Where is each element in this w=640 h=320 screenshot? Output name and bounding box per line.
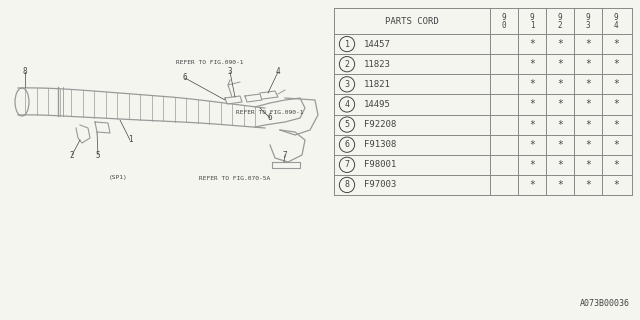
Text: *: *: [557, 79, 563, 89]
Text: 1: 1: [128, 135, 132, 145]
Text: F91308: F91308: [364, 140, 396, 149]
Text: 2: 2: [70, 150, 74, 159]
Text: *: *: [557, 39, 563, 49]
Text: REFER TO FIG.090-1: REFER TO FIG.090-1: [236, 109, 304, 115]
Text: *: *: [613, 160, 619, 170]
Text: 7: 7: [283, 150, 287, 159]
Text: REFER TO FIG.090-1: REFER TO FIG.090-1: [176, 60, 244, 65]
Text: *: *: [613, 79, 619, 89]
Text: 7: 7: [344, 160, 349, 169]
Text: *: *: [613, 140, 619, 150]
Text: *: *: [529, 59, 535, 69]
Text: F92208: F92208: [364, 120, 396, 129]
Text: 2: 2: [344, 60, 349, 69]
Text: 6: 6: [344, 140, 349, 149]
Text: *: *: [585, 100, 591, 109]
Text: *: *: [529, 140, 535, 150]
Text: *: *: [557, 180, 563, 190]
Text: *: *: [585, 160, 591, 170]
Text: *: *: [585, 140, 591, 150]
Text: 4: 4: [614, 21, 618, 30]
Text: *: *: [529, 160, 535, 170]
Text: (SP1): (SP1): [109, 175, 127, 180]
Text: 9: 9: [502, 13, 506, 22]
Text: 3: 3: [228, 68, 232, 76]
Text: *: *: [557, 120, 563, 130]
Text: 9: 9: [530, 13, 534, 22]
Text: *: *: [585, 59, 591, 69]
Text: 8: 8: [22, 68, 28, 76]
Text: *: *: [557, 140, 563, 150]
Text: REFER TO FIG.070-5A: REFER TO FIG.070-5A: [200, 175, 271, 180]
Text: 3: 3: [586, 21, 590, 30]
Text: 1: 1: [344, 40, 349, 49]
Text: *: *: [613, 100, 619, 109]
Text: *: *: [529, 39, 535, 49]
Text: 4: 4: [344, 100, 349, 109]
Text: 1: 1: [530, 21, 534, 30]
Text: F97003: F97003: [364, 180, 396, 189]
Text: 9: 9: [614, 13, 618, 22]
Text: *: *: [529, 120, 535, 130]
Text: *: *: [613, 120, 619, 130]
Text: *: *: [585, 79, 591, 89]
Text: *: *: [557, 160, 563, 170]
Text: 14495: 14495: [364, 100, 391, 109]
Text: *: *: [557, 59, 563, 69]
Text: 11821: 11821: [364, 80, 391, 89]
Text: *: *: [613, 59, 619, 69]
Text: 0: 0: [502, 21, 506, 30]
Text: *: *: [613, 39, 619, 49]
Text: F98001: F98001: [364, 160, 396, 169]
Text: *: *: [529, 100, 535, 109]
Text: 11823: 11823: [364, 60, 391, 69]
Text: 5: 5: [96, 150, 100, 159]
Text: *: *: [585, 39, 591, 49]
Text: *: *: [585, 180, 591, 190]
Text: 9: 9: [557, 13, 563, 22]
Text: 2: 2: [557, 21, 563, 30]
Text: *: *: [529, 180, 535, 190]
Text: PARTS CORD: PARTS CORD: [385, 17, 439, 26]
Text: 6: 6: [268, 114, 272, 123]
Text: *: *: [529, 79, 535, 89]
Text: *: *: [585, 120, 591, 130]
Text: A073B00036: A073B00036: [580, 299, 630, 308]
Text: 4: 4: [276, 68, 280, 76]
Text: 5: 5: [344, 120, 349, 129]
Text: 3: 3: [344, 80, 349, 89]
Text: 9: 9: [586, 13, 590, 22]
Text: *: *: [613, 180, 619, 190]
Text: 14457: 14457: [364, 40, 391, 49]
Text: 6: 6: [182, 74, 188, 83]
Text: *: *: [557, 100, 563, 109]
Text: 8: 8: [344, 180, 349, 189]
